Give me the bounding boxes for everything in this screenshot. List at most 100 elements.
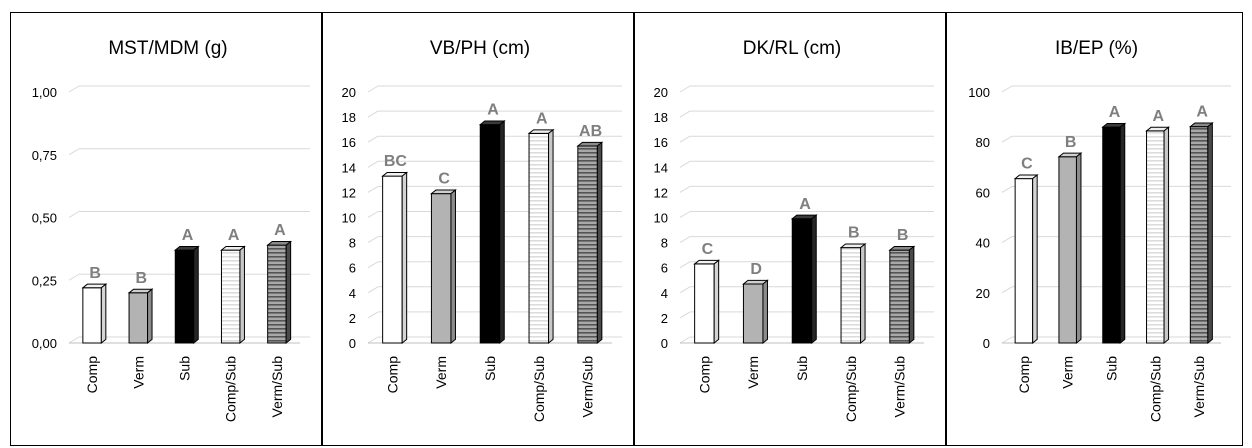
chart-title: VB/PH (cm)	[430, 38, 530, 59]
gridline-depth	[367, 211, 379, 218]
bar-side	[100, 283, 107, 345]
bar-verm	[430, 189, 457, 345]
chart-title: DK/RL (cm)	[743, 38, 842, 59]
x-tick-label: Verm/Sub	[1191, 356, 1207, 418]
bar-side	[908, 245, 915, 345]
y-tick-label: 8	[349, 236, 356, 251]
y-tick-label: 12	[342, 185, 356, 200]
y-tick-label: 10	[654, 211, 668, 226]
y-tick-label: 20	[976, 286, 990, 301]
bar-sub	[478, 119, 506, 345]
significance-letter: B	[897, 227, 909, 244]
bar-front	[577, 145, 598, 344]
gridline-depth	[679, 110, 691, 118]
x-tick-label: Verm	[745, 356, 761, 389]
significance-letter: B	[89, 265, 101, 282]
gridline-depth	[367, 286, 379, 294]
y-tick-label: 14	[654, 160, 668, 175]
y-tick-label: 1,00	[32, 85, 57, 100]
bar-front	[220, 249, 241, 344]
significance-letter: B	[136, 270, 148, 287]
gridline-depth	[679, 185, 691, 193]
bar-side	[239, 245, 245, 345]
gridline-depth	[1001, 236, 1013, 244]
y-tick-label: 12	[654, 185, 668, 200]
bar-front	[889, 249, 910, 344]
bar-comp-sub	[220, 245, 246, 345]
y-tick-label: 0	[349, 336, 356, 351]
significance-letter: C	[702, 241, 714, 258]
gridline-depth	[679, 160, 691, 168]
gridline-depth	[68, 273, 80, 281]
x-tick-label: Verm	[433, 356, 449, 389]
bar-front	[267, 244, 287, 344]
bar-verm-sub	[576, 141, 604, 345]
bar-side	[548, 128, 554, 345]
x-tick-label: Sub	[177, 356, 193, 381]
significance-letter: A	[228, 227, 240, 244]
x-tick-label: Comp/Sub	[223, 356, 239, 422]
chart-title: MST/MDM (g)	[108, 38, 227, 59]
x-tick-label: Verm/Sub	[580, 356, 596, 418]
y-tick-label: 18	[654, 110, 668, 125]
bar-verm-sub	[888, 245, 916, 345]
gridline-depth	[367, 110, 379, 118]
gridline-depth	[367, 336, 379, 344]
significance-letter: D	[750, 261, 762, 278]
gridline-depth	[1001, 336, 1013, 344]
bar-side	[1119, 122, 1126, 345]
panel-border	[634, 12, 946, 446]
bar-verm	[1057, 152, 1083, 345]
gridline-depth	[679, 286, 691, 294]
y-tick-label: 0,50	[32, 211, 57, 226]
significance-letter: A	[536, 110, 548, 127]
bar-front	[479, 124, 501, 344]
bar-front	[1189, 126, 1209, 344]
y-tick-label: 80	[976, 135, 990, 150]
y-tick-label: 6	[661, 261, 668, 276]
y-tick-label: 0,75	[32, 148, 57, 163]
y-tick-label: 18	[342, 110, 356, 125]
bar-side	[193, 245, 199, 345]
x-tick-label: Comp	[384, 356, 400, 394]
gridline-depth	[68, 336, 80, 344]
y-tick-label: 16	[654, 135, 668, 150]
significance-letter: C	[1021, 156, 1033, 173]
bar-front	[128, 292, 149, 344]
x-tick-label: Sub	[1104, 356, 1120, 381]
significance-letter: A	[487, 102, 499, 119]
y-tick-label: 4	[349, 286, 356, 301]
y-tick-label: 8	[661, 236, 668, 251]
bar-side	[450, 189, 456, 345]
panel-border	[322, 12, 634, 446]
significance-letter: B	[848, 225, 860, 242]
bar-front	[82, 287, 102, 344]
bar-front	[1102, 126, 1121, 344]
gridline-depth	[679, 336, 691, 344]
gridline-depth	[679, 135, 691, 143]
bar-front	[1146, 130, 1165, 344]
y-tick-label: 0	[983, 336, 990, 351]
gridline-depth	[679, 261, 691, 269]
bar-front	[742, 283, 764, 344]
x-tick-label: Comp	[84, 356, 100, 394]
y-tick-label: 4	[661, 286, 668, 301]
significance-letter: A	[182, 227, 194, 244]
y-tick-label: 60	[976, 185, 990, 200]
y-tick-label: 40	[976, 236, 990, 251]
x-tick-label: Verm/Sub	[892, 356, 908, 418]
gridline-depth	[367, 135, 379, 143]
significance-letter: A	[274, 222, 286, 239]
bar-side	[285, 240, 292, 345]
gridline-depth	[367, 236, 379, 244]
bar-side	[1163, 126, 1170, 345]
bar-comp	[1013, 173, 1039, 345]
bar-front	[1014, 178, 1034, 344]
y-tick-label: 20	[342, 85, 356, 100]
bar-comp-sub	[527, 128, 555, 345]
bar-front	[791, 218, 813, 344]
y-tick-label: 0,00	[32, 336, 57, 351]
gridline-depth	[679, 85, 691, 93]
x-tick-label: Verm	[1060, 356, 1076, 389]
bar-side	[1207, 121, 1213, 345]
